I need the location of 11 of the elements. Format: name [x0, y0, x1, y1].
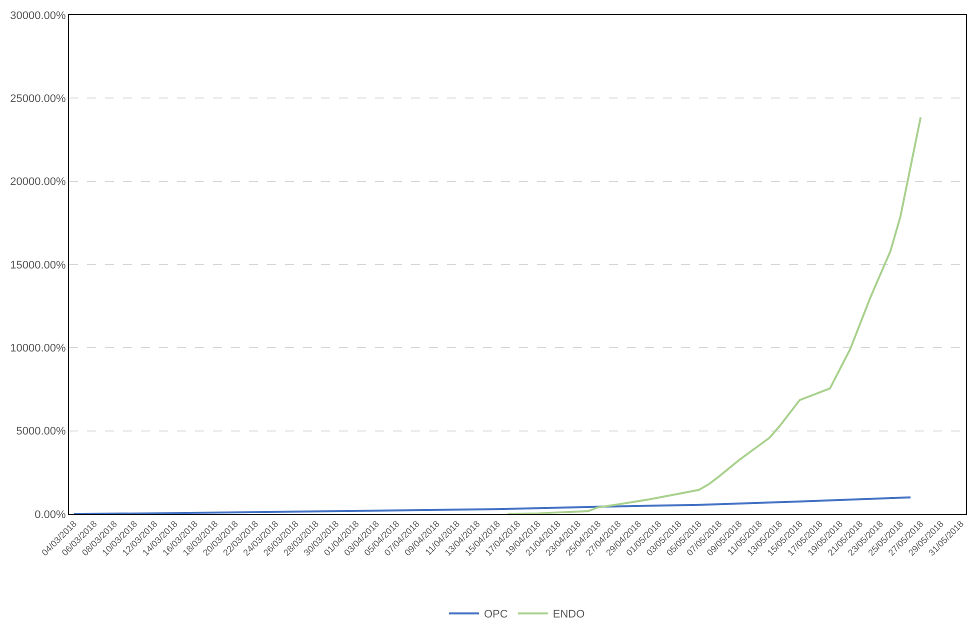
y-tick-label: 20000.00% [10, 176, 66, 188]
y-tick-label: 5000.00% [16, 426, 66, 438]
y-tick-label: 0.00% [34, 508, 66, 521]
y-tick-label: 30000.00% [10, 10, 66, 22]
line-series [506, 116, 922, 514]
y-tick-label: 10000.00% [10, 342, 66, 355]
y-tick-label: 25000.00% [10, 93, 66, 106]
y-tick-label: 15000.00% [10, 259, 66, 272]
legend-label: OPC [484, 608, 508, 621]
line-series [73, 496, 912, 514]
legend-label: ENDO [552, 608, 586, 621]
